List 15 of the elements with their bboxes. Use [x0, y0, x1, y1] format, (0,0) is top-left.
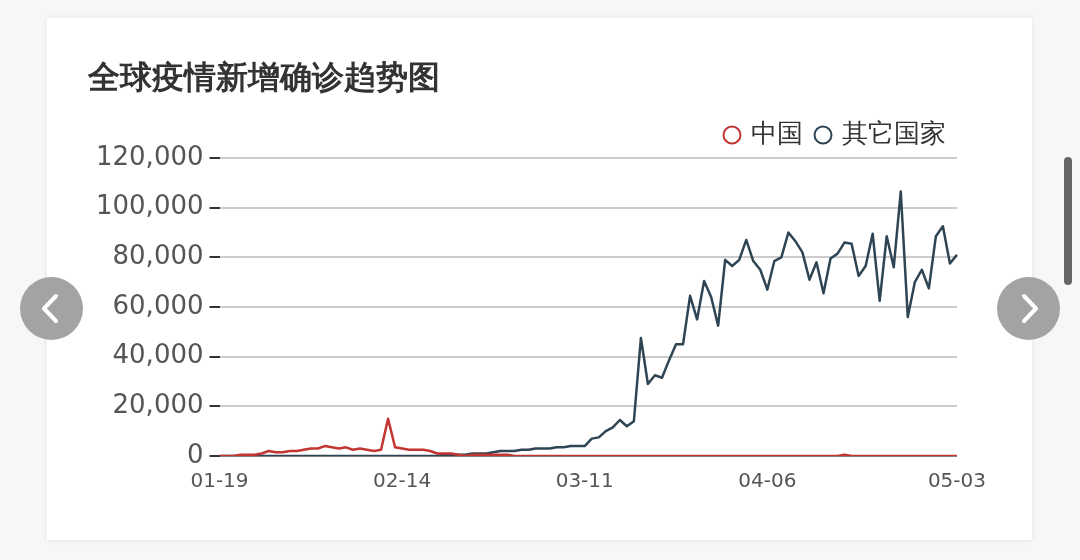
- x-tick-label: 01-19: [190, 468, 249, 493]
- x-tick-label: 03-11: [555, 468, 614, 493]
- x-tick-label: 05-03: [927, 468, 986, 493]
- x-tick-label: 02-14: [373, 468, 432, 493]
- y-tick-label: 40,000: [112, 339, 204, 370]
- y-tick-label: 80,000: [112, 240, 204, 271]
- chart-title: 全球疫情新增确诊趋势图: [88, 57, 440, 98]
- y-tick-label: 100,000: [95, 190, 204, 221]
- y-tick-label: 0: [186, 438, 204, 469]
- y-tick-label: 60,000: [112, 289, 204, 320]
- y-tick-label: 20,000: [112, 389, 204, 420]
- y-tick-label: 120,000: [95, 140, 204, 171]
- legend-label: 中国: [751, 117, 803, 148]
- x-tick-label: 04-06: [738, 468, 797, 493]
- legend-label: 其它国家: [842, 117, 946, 148]
